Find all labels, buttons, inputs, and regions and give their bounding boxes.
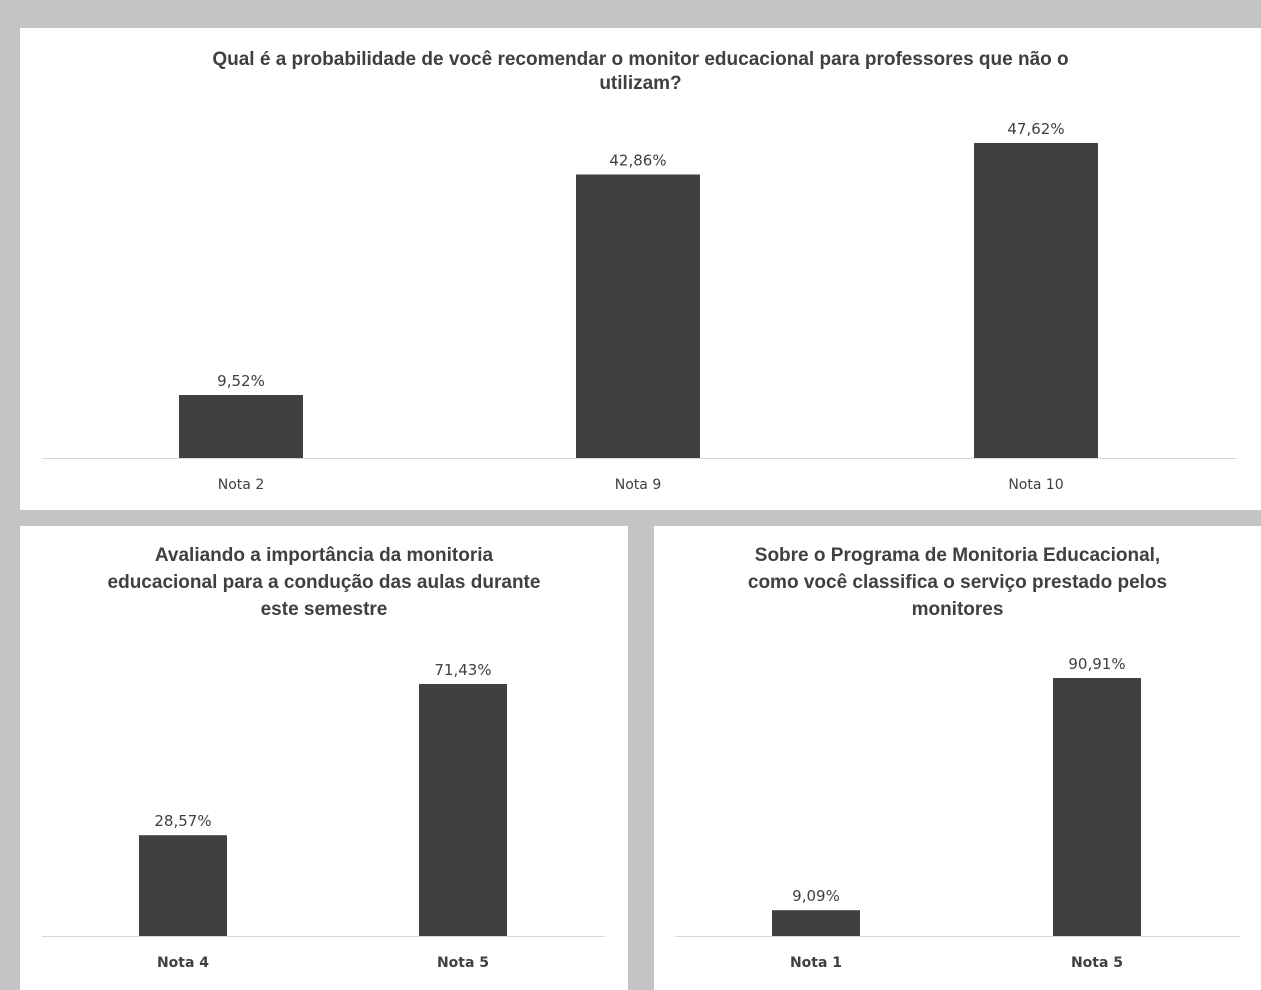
data-label: 9,09% <box>792 887 840 905</box>
bar-chart-plot: 28,57% Nota 4 71,43% Nota 5 <box>42 661 605 971</box>
bar <box>974 143 1098 458</box>
category-label: Nota 1 <box>790 955 842 971</box>
chart-title: Sobre o Programa de Monitoria Educaciona… <box>747 545 1168 620</box>
category-label: Nota 10 <box>1008 477 1063 493</box>
bar <box>1053 678 1141 936</box>
category-label: Nota 5 <box>437 955 489 971</box>
category-label: Nota 2 <box>218 477 264 493</box>
category-label: Nota 9 <box>615 477 661 493</box>
bar <box>576 174 700 459</box>
data-label: 47,62% <box>1007 120 1064 138</box>
bar <box>139 835 227 936</box>
chart-panel-recommendation: Qual é a probabilidade de você recomenda… <box>20 28 1261 510</box>
bar-chart-plot: 9,52% Nota 2 42,86% Nota 9 47,62% Nota 10 <box>42 120 1237 493</box>
bar <box>179 395 303 458</box>
bar <box>772 910 860 936</box>
data-label: 28,57% <box>154 812 211 830</box>
bar-chart-plot: 9,09% Nota 1 90,91% Nota 5 <box>675 655 1240 971</box>
data-label: 71,43% <box>434 661 491 679</box>
chart-title: Qual é a probabilidade de você recomenda… <box>212 49 1069 94</box>
category-label: Nota 4 <box>157 955 209 971</box>
chart-panel-importance: Avaliando a importância da monitoria edu… <box>20 526 628 990</box>
data-label: 42,86% <box>609 151 666 169</box>
data-label: 9,52% <box>217 372 265 390</box>
data-label: 90,91% <box>1068 655 1125 673</box>
bar <box>419 684 507 936</box>
category-label: Nota 5 <box>1071 955 1123 971</box>
chart-panel-service-rating: Sobre o Programa de Monitoria Educaciona… <box>654 526 1261 990</box>
chart-title: Avaliando a importância da monitoria edu… <box>107 545 541 620</box>
